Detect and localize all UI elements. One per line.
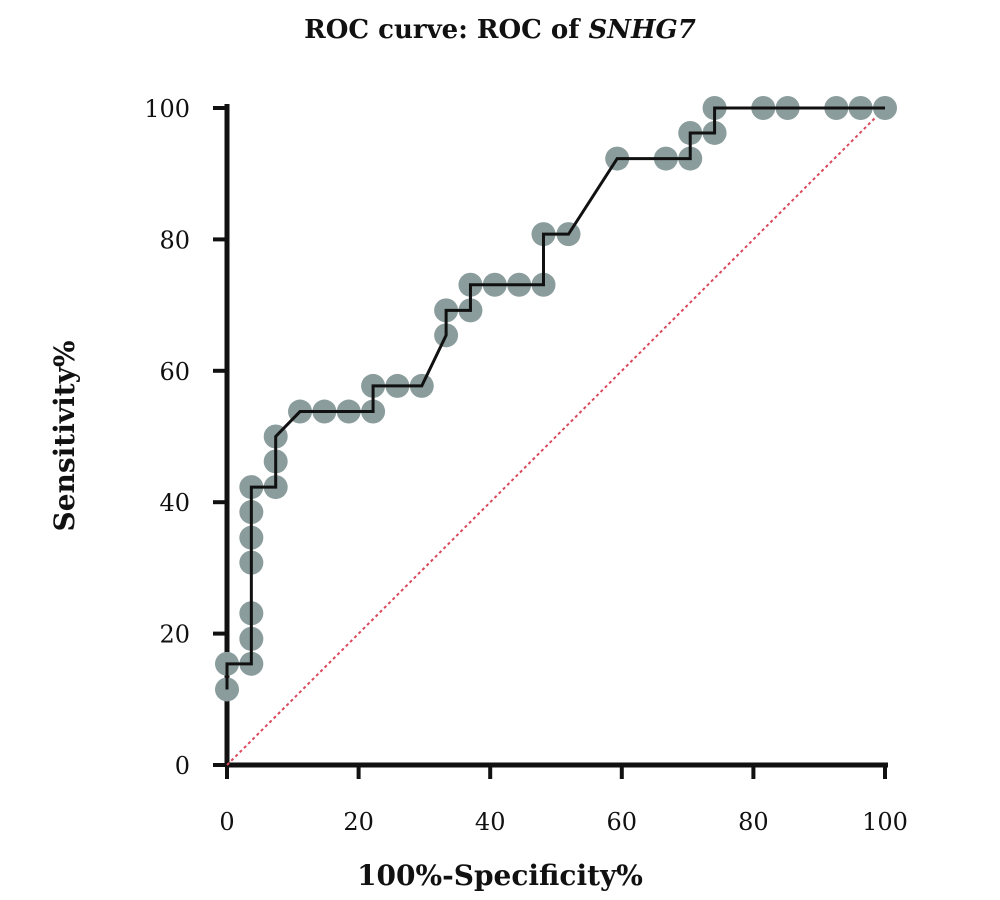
x-tick-label-4: 80 (738, 808, 769, 836)
y-tick-label-3: 60 (159, 358, 190, 386)
data-points (215, 96, 897, 702)
x-tick-label-3: 60 (607, 808, 638, 836)
x-tick-label-5: 100 (862, 808, 908, 836)
chart-title-gene: SNHG7 (588, 15, 695, 45)
y-axis-label: Sensitivity% (48, 340, 81, 531)
x-tick-label-2: 40 (475, 808, 506, 836)
chart-title-prefix: ROC curve: ROC of (304, 15, 588, 45)
roc-curve (225, 106, 885, 690)
y-tick-label-1: 20 (159, 621, 190, 649)
y-tick-label-5: 100 (144, 95, 190, 123)
y-tick-label-0: 0 (175, 752, 190, 780)
reference-line (226, 107, 886, 766)
y-tick-label-2: 40 (159, 489, 190, 517)
axis-ticks: 0 20 40 60 80 100 0 20 40 60 80 100 (144, 95, 908, 836)
y-tick-label-4: 80 (159, 226, 190, 254)
roc-curve-line (225, 106, 885, 690)
x-tick-label-0: 0 (219, 808, 234, 836)
x-tick-label-1: 20 (343, 808, 374, 836)
x-axis-label: 100%-Specificity% (357, 859, 643, 892)
reference-diagonal (226, 107, 886, 766)
chart-title: ROC curve: ROC of SNHG7 (304, 15, 696, 45)
